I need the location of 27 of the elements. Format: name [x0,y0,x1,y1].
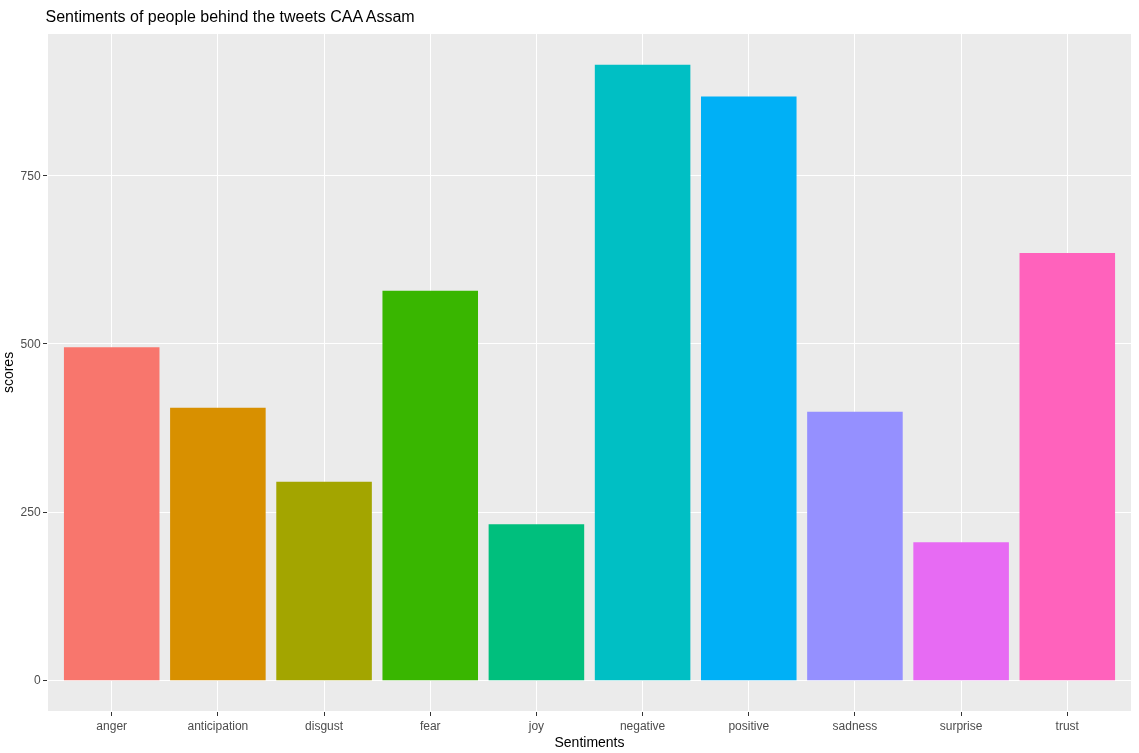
chart-title: Sentiments of people behind the tweets CAA Assam [45,8,415,26]
x-tick-label: positive [728,719,770,734]
bar [382,290,479,681]
x-tick-label: negative [619,719,666,734]
bar [170,407,266,681]
x-tick-label: anticipation [187,719,249,734]
x-tick-label: anger [96,719,128,734]
y-tick-label: 750 [20,168,41,183]
x-tick-label: fear [419,719,441,734]
bar [913,542,1009,681]
x-tick-label: joy [527,719,545,734]
bar [276,481,372,681]
x-tick-label: sadness [832,719,878,734]
bar [1019,253,1116,681]
bar [63,347,160,681]
y-axis-title: scores [0,351,16,394]
x-tick-label: surprise [939,719,983,734]
y-tick-label: 250 [20,505,41,520]
bar [807,411,903,681]
bar [700,96,797,681]
bar [594,64,691,681]
y-tick-label: 0 [33,673,41,688]
x-tick-label: trust [1055,719,1080,734]
x-axis-title: Sentiments [554,733,625,750]
y-tick-label: 500 [20,337,41,352]
bar [488,524,585,681]
x-tick-label: disgust [305,719,344,734]
